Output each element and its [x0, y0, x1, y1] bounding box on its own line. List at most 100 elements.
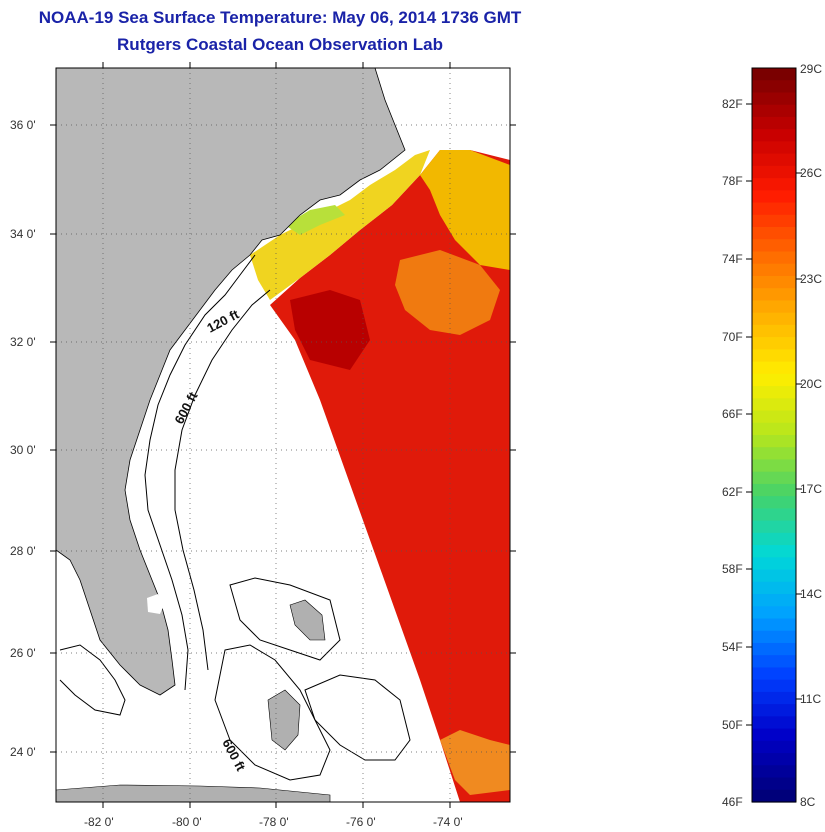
sst-warm-eddy [395, 250, 500, 335]
colorbar-step [752, 116, 796, 130]
colorbar-step [752, 496, 796, 509]
colorbar-step [752, 618, 796, 632]
colorbar-step [752, 728, 796, 742]
cb-label-c: 11C [800, 692, 822, 706]
colorbar-step [752, 459, 796, 473]
colorbar-step [752, 422, 796, 436]
colorbar-step [752, 447, 796, 461]
colorbar-step [752, 545, 796, 558]
cb-label-c: 29C [800, 62, 823, 76]
lat-label: 32 0' [10, 335, 36, 349]
colorbar-step [752, 227, 796, 240]
colorbar-step [752, 80, 796, 94]
colorbar-step [752, 373, 796, 387]
colorbar-step [752, 655, 796, 669]
colorbar-step [752, 300, 796, 314]
sst-cool-shelf [250, 150, 430, 300]
lon-label: -82 0' [84, 815, 114, 829]
lat-label: 28 0' [10, 544, 36, 558]
lon-label: -78 0' [259, 815, 289, 829]
land-cuba-north [56, 784, 331, 802]
land-bahamas-andros [267, 689, 301, 751]
cb-label-f: 54F [722, 640, 743, 654]
colorbar-step [752, 483, 796, 497]
contour-bahamas-east [304, 674, 411, 761]
colorbar-step [752, 508, 796, 522]
colorbar-step [752, 202, 796, 216]
land-bahamas-north [289, 599, 326, 641]
sst-south-patch [440, 730, 510, 795]
colorbar-step [752, 410, 796, 424]
colorbar-step [752, 239, 796, 253]
colorbar-step [752, 68, 796, 81]
cb-label-f: 50F [722, 718, 743, 732]
colorbar-step [752, 141, 796, 155]
colorbar-step [752, 312, 796, 326]
colorbar-step [752, 153, 796, 167]
colorbar-step [752, 691, 796, 705]
cb-label-f: 66F [722, 407, 743, 421]
colorbar-step [752, 630, 796, 644]
colorbar-step [752, 765, 796, 779]
colorbar-step [752, 275, 796, 289]
colorbar-step [752, 569, 796, 583]
cb-label-f: 82F [722, 97, 743, 111]
lat-label: 36 0' [10, 118, 36, 132]
lon-label: -76 0' [346, 815, 376, 829]
cb-label-c: 14C [800, 587, 823, 601]
colorbar-step [752, 214, 796, 228]
colorbar-step [752, 288, 796, 302]
colorbar-step [752, 435, 796, 448]
land-lake-okeechobee [147, 594, 164, 614]
cb-label-c: 8C [800, 795, 816, 809]
lat-label: 24 0' [10, 745, 36, 759]
cb-label-c: 17C [800, 482, 823, 496]
cb-label-c: 26C [800, 166, 823, 180]
colorbar-step [752, 178, 796, 191]
colorbar-step [752, 789, 796, 803]
cb-label-f: 70F [722, 330, 743, 344]
colorbar-step [752, 667, 796, 681]
sst-deep-red [290, 290, 370, 370]
sst-cool-water-north [420, 150, 510, 270]
cb-label-f: 46F [722, 795, 743, 809]
map-ticks [50, 62, 516, 808]
colorbar-step [752, 129, 796, 142]
map-title: NOAA-19 Sea Surface Temperature: May 06,… [38, 8, 522, 27]
colorbar-step [752, 398, 796, 412]
colorbar-step [752, 337, 796, 350]
lat-label: 30 0' [10, 443, 36, 457]
colorbar-step [752, 386, 796, 399]
lon-label: -74 0' [433, 815, 463, 829]
colorbar-step [752, 606, 796, 620]
colorbar-step [752, 165, 796, 179]
colorbar [746, 67, 802, 803]
lon-label: -80 0' [172, 815, 202, 829]
map-graticule [56, 68, 510, 802]
cb-label-f: 74F [722, 252, 743, 266]
cb-label-f: 78F [722, 174, 743, 188]
colorbar-step [752, 740, 796, 754]
contour-bahamas-bank [229, 577, 341, 661]
land-us-east-coast [56, 68, 406, 696]
colorbar-step [752, 104, 796, 118]
lat-label: 34 0' [10, 227, 36, 241]
colorbar-step [752, 190, 796, 204]
colorbar-step [752, 594, 796, 607]
cb-label-f: 58F [722, 562, 743, 576]
lat-label: 26 0' [10, 646, 36, 660]
contour-120ft [144, 254, 256, 691]
colorbar-step [752, 704, 796, 717]
colorbar-step [752, 557, 796, 571]
contour-600ft [174, 289, 271, 671]
map-subtitle: Rutgers Coastal Ocean Observation Lab [117, 35, 443, 54]
colorbar-step [752, 642, 796, 656]
colorbar-step [752, 471, 796, 485]
colorbar-step [752, 251, 796, 265]
sst-shelf-green [285, 205, 345, 235]
contour-florida-keys [59, 644, 126, 716]
cb-label-f: 62F [722, 485, 743, 499]
colorbar-step [752, 92, 796, 106]
colorbar-step [752, 679, 796, 693]
